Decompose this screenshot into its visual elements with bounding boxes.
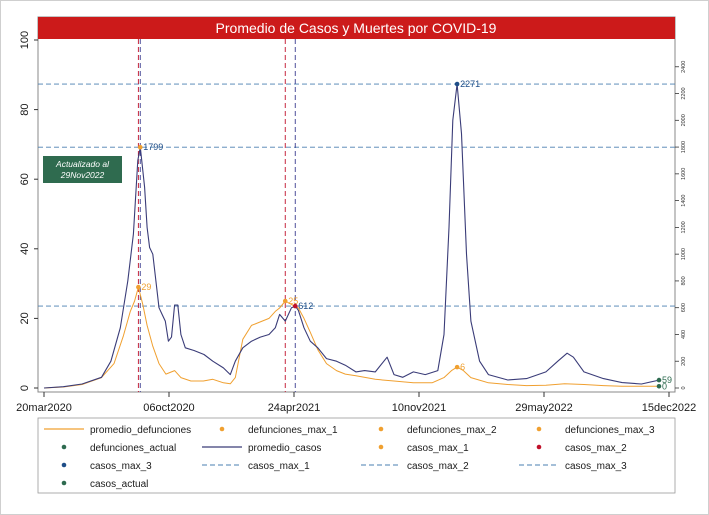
right-axis-tick-label: 1000 bbox=[681, 248, 687, 260]
legend-item: defunciones_max_3 bbox=[536, 425, 655, 436]
left-axis-tick-label: 40 bbox=[19, 243, 31, 255]
marker-defunciones-max-2 bbox=[282, 298, 288, 304]
legend-item: promedio_casos bbox=[202, 443, 321, 454]
left-axis-tick-label: 100 bbox=[19, 31, 31, 49]
marker-label-casos-max-2: 612 bbox=[298, 301, 313, 311]
marker-label-casos-max-1: 1799 bbox=[143, 142, 163, 152]
x-axis-tick-label: 06oct2020 bbox=[143, 402, 194, 414]
legend-item-label: casos_max_2 bbox=[565, 443, 627, 454]
legend-item-label: defunciones_actual bbox=[90, 443, 176, 454]
right-axis-tick-label: 2000 bbox=[681, 114, 687, 126]
series-markers: 29 25 6 0 1799 612 2271 59 bbox=[136, 79, 672, 391]
left-axis-tick-label: 20 bbox=[19, 312, 31, 324]
legend-key-dot bbox=[61, 480, 67, 486]
legend-item-label: casos_max_3 bbox=[565, 461, 627, 472]
legend-item: casos_max_3 bbox=[61, 461, 152, 472]
legend-item: casos_max_1 bbox=[378, 443, 469, 454]
marker-label-defunciones-max-1: 29 bbox=[141, 282, 151, 292]
legend: promedio_defunciones defunciones_max_1 def… bbox=[37, 417, 676, 494]
marker-label-defunciones-max-3: 6 bbox=[460, 362, 465, 372]
x-axis-tick-label: 24apr2021 bbox=[268, 402, 321, 414]
legend-key-dot bbox=[536, 444, 542, 450]
marker-defunciones-actual bbox=[656, 383, 662, 389]
update-note: Actualizado al 29Nov2022 bbox=[43, 156, 122, 183]
legend-key-dot bbox=[219, 426, 225, 432]
right-axis-tick-label: 2400 bbox=[681, 61, 687, 73]
marker-defunciones-max-1 bbox=[136, 284, 141, 290]
right-axis-tick-label: 1600 bbox=[681, 168, 687, 180]
update-note-line-1: Actualizado al bbox=[55, 159, 110, 169]
x-axis-tick-label: 29may2022 bbox=[515, 402, 573, 414]
title-bar-background bbox=[38, 17, 675, 39]
legend-key-dot bbox=[61, 462, 67, 468]
legend-item: casos_max_2 bbox=[361, 461, 469, 472]
legend-item-label: defunciones_max_3 bbox=[565, 425, 655, 436]
legend-key-dot bbox=[378, 426, 384, 432]
right-axis-tick-label: 1800 bbox=[681, 141, 687, 153]
update-note-box bbox=[43, 156, 122, 183]
right-axis-tick-label: 2200 bbox=[681, 87, 687, 99]
legend-item: casos_max_3 bbox=[519, 461, 627, 472]
right-axis-tick-label: 600 bbox=[681, 303, 687, 312]
reference-vlines bbox=[137, 39, 296, 392]
marker-label-casos-max-3: 2271 bbox=[460, 79, 480, 89]
legend-frame bbox=[37, 417, 676, 494]
series-promedio-casos bbox=[43, 83, 660, 389]
x-axis-tick-label: 20mar2020 bbox=[16, 402, 72, 414]
marker-label-defunciones-max-2: 25 bbox=[288, 296, 298, 306]
marker-label-casos-actual: 59 bbox=[662, 375, 672, 385]
legend-item-label: casos_max_2 bbox=[407, 461, 469, 472]
legend-item-label: casos_max_1 bbox=[407, 443, 469, 454]
legend-item-label: defunciones_max_2 bbox=[407, 425, 497, 436]
legend-item: casos_max_2 bbox=[536, 443, 627, 454]
legend-item-label: casos_max_3 bbox=[90, 461, 152, 472]
legend-item: defunciones_actual bbox=[61, 443, 176, 454]
legend-item: promedio_defunciones bbox=[44, 425, 191, 436]
marker-defunciones-max-3 bbox=[454, 364, 460, 370]
right-axis-tick-label: 200 bbox=[681, 357, 687, 366]
plot-area bbox=[37, 16, 676, 393]
legend-item-label: casos_max_1 bbox=[248, 461, 310, 472]
right-axis-tick-label: 1400 bbox=[681, 194, 687, 206]
marker-label-defunciones-actual: 0 bbox=[662, 381, 667, 391]
x-axis-tick-label: 15dec2022 bbox=[642, 402, 696, 414]
right-axis-tick-label: 400 bbox=[681, 330, 687, 339]
reference-hlines bbox=[38, 83, 675, 307]
marker-casos-max-1 bbox=[137, 144, 143, 150]
legend-key-dot bbox=[61, 444, 67, 450]
legend-key-dot bbox=[536, 426, 542, 432]
legend-item: defunciones_max_1 bbox=[219, 425, 338, 436]
legend-item-label: promedio_defunciones bbox=[90, 425, 191, 436]
left-axis-tick-label: 60 bbox=[19, 173, 31, 185]
right-axis: 0 200 400 600 800 1000 1200 1400 1600 1800 2000 220… bbox=[675, 61, 687, 390]
legend-item: casos_max_1 bbox=[202, 461, 310, 472]
left-axis-tick-label: 0 bbox=[19, 385, 31, 391]
legend-item-label: casos_actual bbox=[90, 479, 148, 490]
right-axis-tick-label: 1200 bbox=[681, 221, 687, 233]
x-axis: 20mar2020 06oct2020 24apr2021 10nov2021 29ma… bbox=[16, 392, 696, 414]
legend-item: defunciones_max_2 bbox=[378, 425, 497, 436]
title-bar: Promedio de Casos y Muertes por COVID-19 bbox=[38, 17, 675, 39]
marker-casos-actual bbox=[656, 377, 662, 383]
chart-title: Promedio de Casos y Muertes por COVID-19 bbox=[216, 20, 497, 36]
left-axis-tick-label: 80 bbox=[19, 103, 31, 115]
legend-item: casos_actual bbox=[61, 479, 148, 490]
marker-casos-max-2 bbox=[292, 303, 298, 309]
legend-item-label: promedio_casos bbox=[248, 443, 321, 454]
marker-casos-max-3 bbox=[454, 81, 460, 87]
right-axis-tick-label: 0 bbox=[681, 386, 687, 389]
right-axis-tick-label: 800 bbox=[681, 276, 687, 285]
legend-key-dot bbox=[378, 444, 384, 450]
x-axis-tick-label: 10nov2021 bbox=[392, 402, 446, 414]
legend-item-label: defunciones_max_1 bbox=[248, 425, 338, 436]
left-axis: 0 20 40 60 80 100 bbox=[19, 31, 38, 391]
update-note-line-2: 29Nov2022 bbox=[60, 170, 105, 180]
plot-frame bbox=[37, 16, 676, 393]
